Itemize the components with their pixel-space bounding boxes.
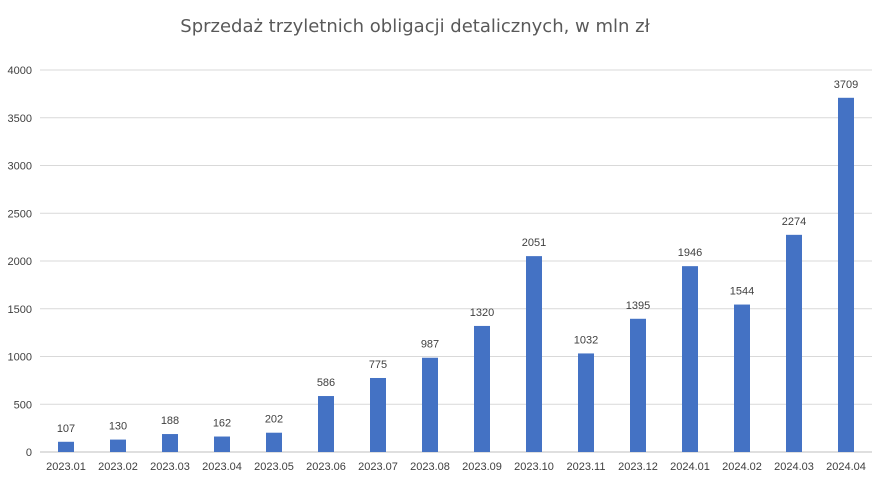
chart-title: Sprzedaż trzyletnich obligacji detaliczn… (180, 16, 650, 37)
data-label: 188 (161, 415, 179, 427)
x-tick-label: 2023.07 (358, 461, 398, 473)
y-tick-label: 1000 (8, 352, 32, 364)
x-tick-label: 2023.03 (150, 461, 190, 473)
data-label: 1320 (470, 307, 494, 319)
bar (58, 441, 74, 452)
x-tick-label: 2024.02 (722, 461, 762, 473)
data-label: 987 (421, 339, 439, 351)
bar (474, 325, 490, 452)
y-tick-label: 3000 (8, 161, 32, 173)
x-tick-label: 2023.06 (306, 461, 346, 473)
bar (214, 436, 230, 452)
x-tick-label: 2024.03 (774, 461, 814, 473)
data-label: 2051 (522, 237, 546, 249)
x-tick-label: 2023.01 (46, 461, 86, 473)
x-tick-label: 2023.04 (202, 461, 242, 473)
data-label: 1395 (626, 300, 650, 312)
data-label: 1946 (678, 247, 702, 259)
data-label: 1544 (730, 286, 754, 298)
x-tick-label: 2023.12 (618, 461, 658, 473)
bar (682, 266, 698, 452)
bar (266, 432, 282, 452)
y-tick-label: 0 (26, 447, 32, 459)
bar (578, 353, 594, 452)
data-label: 162 (213, 418, 231, 430)
bar (110, 439, 126, 452)
x-tick-label: 2024.01 (670, 461, 710, 473)
bar (838, 97, 854, 452)
bar (786, 234, 802, 452)
bar (734, 304, 750, 452)
y-tick-label: 2500 (8, 208, 32, 220)
bar (630, 318, 646, 452)
y-tick-label: 2000 (8, 256, 32, 268)
x-tick-label: 2023.08 (410, 461, 450, 473)
data-label: 130 (109, 421, 127, 433)
x-tick-label: 2023.02 (98, 461, 138, 473)
bar (370, 377, 386, 452)
data-label: 202 (265, 414, 283, 426)
data-label: 107 (57, 423, 75, 435)
bar (318, 396, 334, 452)
data-label: 1032 (574, 334, 598, 346)
data-label: 775 (369, 359, 387, 371)
x-tick-label: 2023.05 (254, 461, 294, 473)
x-tick-label: 2023.09 (462, 461, 502, 473)
y-tick-label: 1500 (8, 304, 32, 316)
x-tick-label: 2023.11 (567, 461, 606, 473)
x-tick-label: 2023.10 (514, 461, 554, 473)
bar (162, 434, 178, 452)
y-tick-label: 3500 (8, 113, 32, 125)
bar (526, 256, 542, 452)
data-label: 3709 (834, 79, 858, 91)
data-label: 2274 (782, 216, 806, 228)
data-label: 586 (317, 377, 335, 389)
x-tick-label: 2024.04 (826, 461, 866, 473)
y-tick-label: 4000 (8, 65, 32, 77)
y-tick-label: 500 (14, 399, 32, 411)
bar (422, 357, 438, 452)
